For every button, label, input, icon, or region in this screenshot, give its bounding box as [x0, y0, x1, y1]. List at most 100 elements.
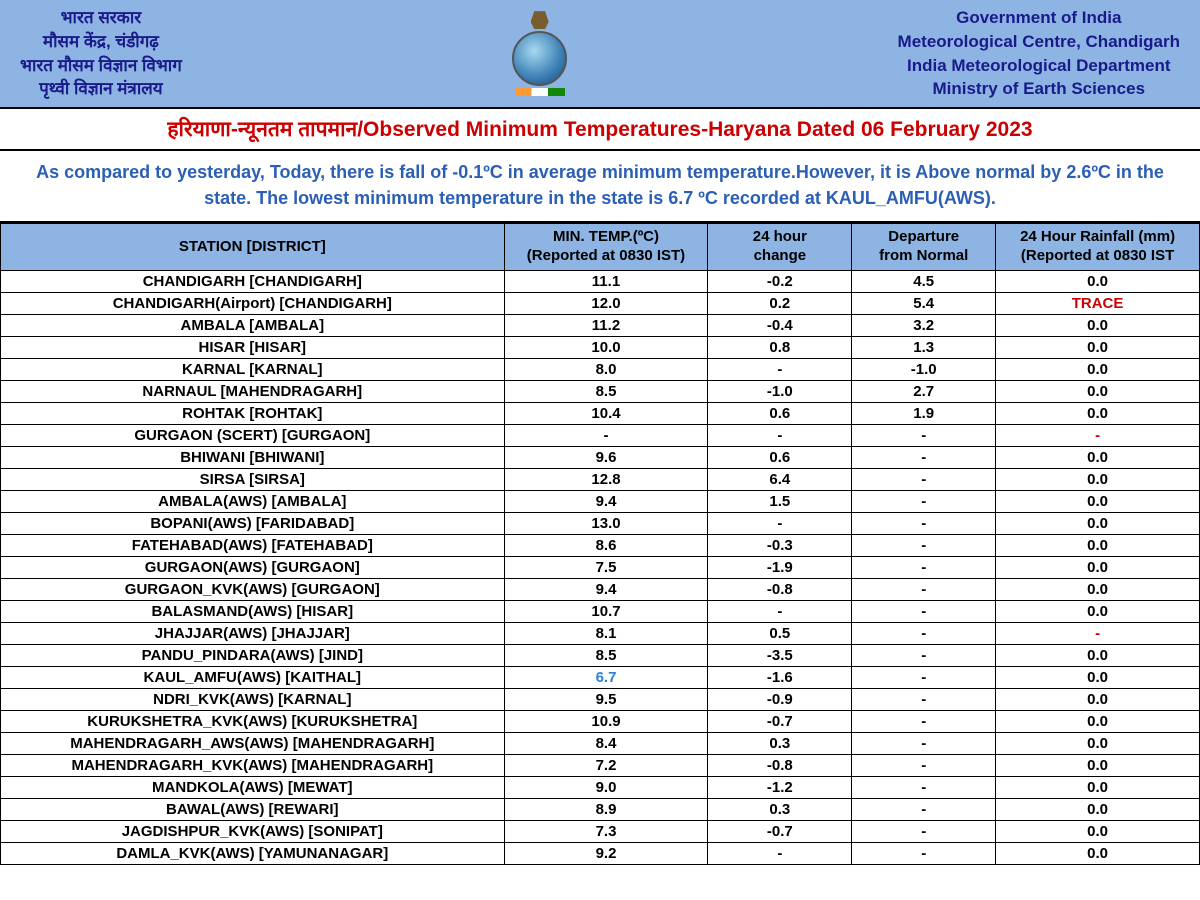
cell-station: BOPANI(AWS) [FARIDABAD] — [1, 512, 505, 534]
imd-emblem-icon — [495, 9, 585, 99]
cell-departure: - — [852, 842, 996, 864]
cell-departure: - — [852, 556, 996, 578]
cell-rainfall: - — [996, 622, 1200, 644]
cell-24h-change: 0.6 — [708, 446, 852, 468]
cell-departure: - — [852, 512, 996, 534]
cell-24h-change: -0.8 — [708, 754, 852, 776]
table-row: ROHTAK [ROHTAK]10.40.61.90.0 — [1, 402, 1200, 424]
header-hindi-line: पृथ्वी विज्ञान मंत्रालय — [20, 77, 182, 101]
cell-24h-change: - — [708, 600, 852, 622]
cell-station: KURUKSHETRA_KVK(AWS) [KURUKSHETRA] — [1, 710, 505, 732]
cell-station: JAGDISHPUR_KVK(AWS) [SONIPAT] — [1, 820, 505, 842]
cell-departure: -1.0 — [852, 358, 996, 380]
table-row: GURGAON (SCERT) [GURGAON]---- — [1, 424, 1200, 446]
cell-rainfall: 0.0 — [996, 842, 1200, 864]
cell-rainfall: 0.0 — [996, 798, 1200, 820]
cell-24h-change: 6.4 — [708, 468, 852, 490]
cell-departure: - — [852, 424, 996, 446]
table-row: BOPANI(AWS) [FARIDABAD]13.0--0.0 — [1, 512, 1200, 534]
table-row: CHANDIGARH [CHANDIGARH]11.1-0.24.50.0 — [1, 270, 1200, 292]
table-row: MAHENDRAGARH_AWS(AWS) [MAHENDRAGARH]8.40… — [1, 732, 1200, 754]
table-row: GURGAON_KVK(AWS) [GURGAON]9.4-0.8-0.0 — [1, 578, 1200, 600]
cell-24h-change: -0.7 — [708, 820, 852, 842]
cell-min-temp: 7.5 — [504, 556, 708, 578]
cell-departure: 5.4 — [852, 292, 996, 314]
table-row: CHANDIGARH(Airport) [CHANDIGARH]12.00.25… — [1, 292, 1200, 314]
cell-24h-change: - — [708, 358, 852, 380]
cell-24h-change: 0.5 — [708, 622, 852, 644]
cell-departure: - — [852, 446, 996, 468]
cell-rainfall: 0.0 — [996, 776, 1200, 798]
cell-rainfall: 0.0 — [996, 446, 1200, 468]
cell-rainfall: 0.0 — [996, 688, 1200, 710]
cell-departure: - — [852, 490, 996, 512]
cell-station: MANDKOLA(AWS) [MEWAT] — [1, 776, 505, 798]
table-row: SIRSA [SIRSA]12.86.4-0.0 — [1, 468, 1200, 490]
cell-rainfall: 0.0 — [996, 820, 1200, 842]
table-row: MAHENDRAGARH_KVK(AWS) [MAHENDRAGARH]7.2-… — [1, 754, 1200, 776]
table-row: AMBALA(AWS) [AMBALA]9.41.5-0.0 — [1, 490, 1200, 512]
cell-24h-change: -1.2 — [708, 776, 852, 798]
table-row: BAWAL(AWS) [REWARI]8.90.3-0.0 — [1, 798, 1200, 820]
table-row: KARNAL [KARNAL]8.0--1.00.0 — [1, 358, 1200, 380]
emblem-lion-icon — [531, 11, 549, 29]
table-row: JAGDISHPUR_KVK(AWS) [SONIPAT]7.3-0.7-0.0 — [1, 820, 1200, 842]
cell-min-temp: 12.0 — [504, 292, 708, 314]
cell-min-temp: 8.1 — [504, 622, 708, 644]
cell-station: NDRI_KVK(AWS) [KARNAL] — [1, 688, 505, 710]
cell-station: AMBALA(AWS) [AMBALA] — [1, 490, 505, 512]
header-english-line: India Meteorological Department — [898, 54, 1180, 78]
cell-min-temp: 10.7 — [504, 600, 708, 622]
table-row: KAUL_AMFU(AWS) [KAITHAL]6.7-1.6-0.0 — [1, 666, 1200, 688]
cell-rainfall: 0.0 — [996, 556, 1200, 578]
cell-departure: - — [852, 798, 996, 820]
cell-station: BALASMAND(AWS) [HISAR] — [1, 600, 505, 622]
cell-min-temp: 10.4 — [504, 402, 708, 424]
cell-24h-change: -3.5 — [708, 644, 852, 666]
table-row: AMBALA [AMBALA]11.2-0.43.20.0 — [1, 314, 1200, 336]
cell-min-temp: 10.0 — [504, 336, 708, 358]
header-english-line: Government of India — [898, 6, 1180, 30]
cell-24h-change: -0.9 — [708, 688, 852, 710]
header-hindi-line: भारत सरकार — [20, 6, 182, 30]
cell-rainfall: - — [996, 424, 1200, 446]
cell-station: FATEHABAD(AWS) [FATEHABAD] — [1, 534, 505, 556]
table-row: KURUKSHETRA_KVK(AWS) [KURUKSHETRA]10.9-0… — [1, 710, 1200, 732]
cell-departure: - — [852, 600, 996, 622]
cell-min-temp: 8.5 — [504, 644, 708, 666]
cell-departure: - — [852, 820, 996, 842]
title-english: Observed Minimum Temperatures-Haryana Da… — [363, 118, 1033, 141]
column-header-rainfall: 24 Hour Rainfall (mm)(Reported at 0830 I… — [996, 224, 1200, 271]
cell-24h-change: -0.4 — [708, 314, 852, 336]
cell-min-temp: 9.2 — [504, 842, 708, 864]
cell-min-temp: 9.4 — [504, 578, 708, 600]
header-hindi-block: भारत सरकारमौसम केंद्र, चंडीगढ़भारत मौसम … — [20, 6, 182, 101]
cell-24h-change: 0.3 — [708, 798, 852, 820]
cell-min-temp: 11.2 — [504, 314, 708, 336]
page-header: भारत सरकारमौसम केंद्र, चंडीगढ़भारत मौसम … — [0, 0, 1200, 109]
cell-departure: - — [852, 666, 996, 688]
cell-station: MAHENDRAGARH_KVK(AWS) [MAHENDRAGARH] — [1, 754, 505, 776]
cell-24h-change: -1.0 — [708, 380, 852, 402]
cell-24h-change: -0.7 — [708, 710, 852, 732]
column-header-change_24h: 24 hourchange — [708, 224, 852, 271]
summary-text: As compared to yesterday, Today, there i… — [0, 151, 1200, 223]
header-hindi-line: मौसम केंद्र, चंडीगढ़ — [20, 30, 182, 54]
cell-station: CHANDIGARH [CHANDIGARH] — [1, 270, 505, 292]
report-title: हरियाणा-न्यूनतम तापमान/Observed Minimum … — [0, 109, 1200, 151]
emblem-globe-icon — [512, 31, 567, 86]
cell-departure: - — [852, 622, 996, 644]
cell-min-temp: 9.4 — [504, 490, 708, 512]
cell-departure: - — [852, 688, 996, 710]
cell-min-temp: 7.3 — [504, 820, 708, 842]
cell-rainfall: 0.0 — [996, 336, 1200, 358]
cell-departure: 2.7 — [852, 380, 996, 402]
cell-rainfall: 0.0 — [996, 578, 1200, 600]
cell-station: KARNAL [KARNAL] — [1, 358, 505, 380]
cell-min-temp: 9.5 — [504, 688, 708, 710]
cell-24h-change: 0.2 — [708, 292, 852, 314]
cell-station: AMBALA [AMBALA] — [1, 314, 505, 336]
cell-rainfall: 0.0 — [996, 490, 1200, 512]
cell-departure: 3.2 — [852, 314, 996, 336]
cell-departure: - — [852, 644, 996, 666]
